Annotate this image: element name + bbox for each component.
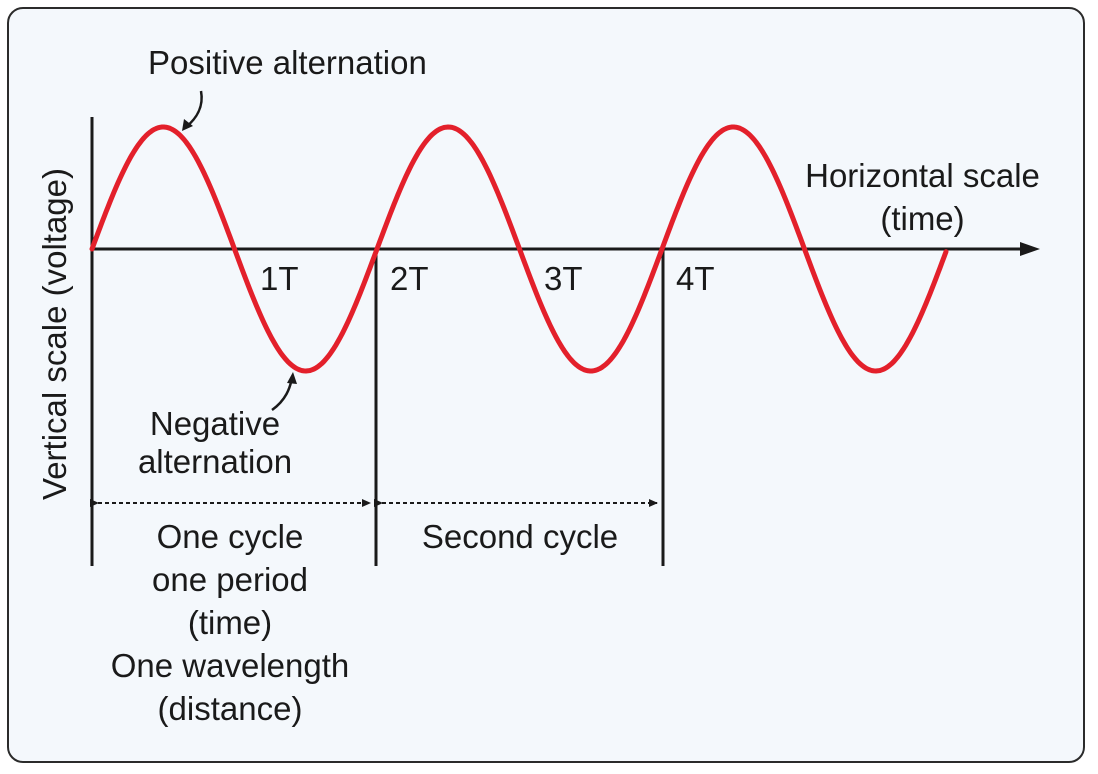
diagram-panel [7,7,1085,763]
time-label: (time) [187,604,273,641]
distance-label: (distance) [157,690,303,727]
period-label-3t: 3T [544,260,583,297]
negative-alternation-label-line2: alternation [137,443,293,480]
one-period-label: one period [152,561,308,598]
period-label-2t: 2T [390,260,429,297]
period-label-1t: 1T [260,260,299,297]
negative-alternation-pointer-head [287,372,297,384]
vertical-scale-label: Vertical scale (voltage) [36,168,73,500]
negative-alternation-label-line1: Negative [149,405,281,442]
sine-wave [89,124,949,374]
positive-alternation-label: Positive alternation [148,44,427,81]
horizontal-scale-label-line2: (time) [880,200,965,237]
positive-alternation-pointer [185,90,203,128]
second-cycle-label: Second cycle [421,518,619,555]
horizontal-axis-arrowhead [1020,242,1040,256]
one-wavelength-label: One wavelength [110,647,350,684]
horizontal-scale-label-line1: Horizontal scale [805,157,1040,194]
one-cycle-label: One cycle [156,518,304,555]
period-label-4t: 4T [676,260,715,297]
positive-alternation-pointer-head [182,119,193,131]
